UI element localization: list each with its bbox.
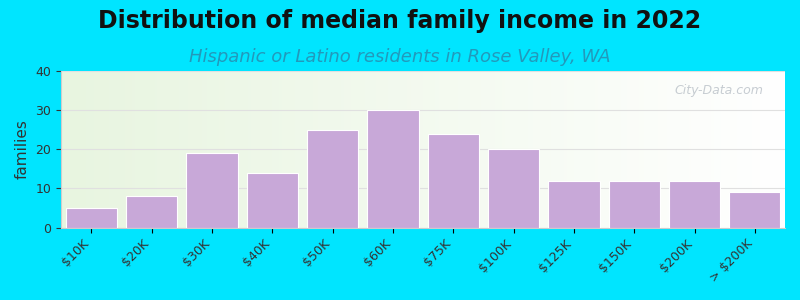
Bar [488,149,539,227]
Bar [730,192,781,227]
Text: Hispanic or Latino residents in Rose Valley, WA: Hispanic or Latino residents in Rose Val… [189,48,611,66]
Bar [186,153,238,227]
Y-axis label: families: families [15,119,30,179]
Bar [307,130,358,227]
Bar [126,196,178,227]
Bar [609,181,660,227]
Bar [367,110,418,227]
Bar [669,181,720,227]
Text: Distribution of median family income in 2022: Distribution of median family income in … [98,9,702,33]
Bar [246,173,298,227]
Bar [66,208,117,227]
Bar [548,181,599,227]
Bar [428,134,479,227]
Text: City-Data.com: City-Data.com [674,83,763,97]
